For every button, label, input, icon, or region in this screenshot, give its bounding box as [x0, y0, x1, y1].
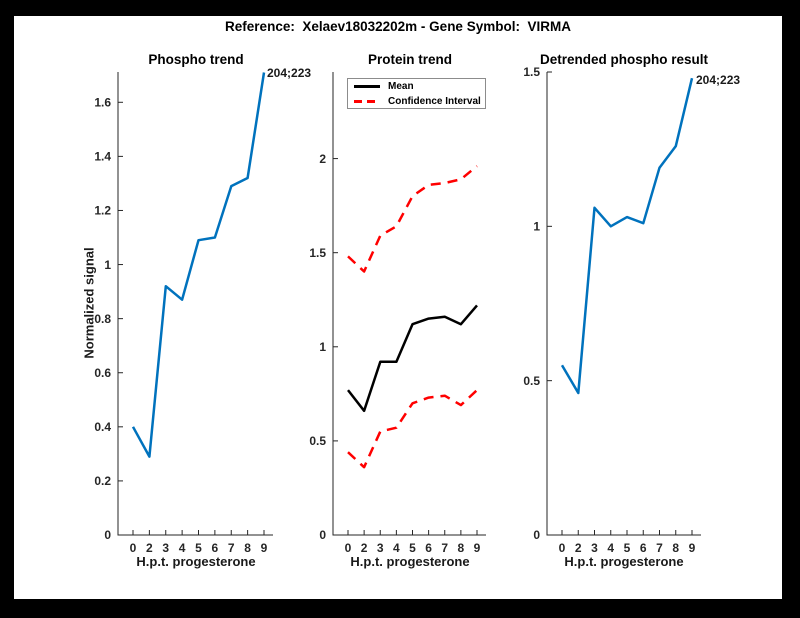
x-tick-label: 4 — [607, 541, 614, 555]
subplot2-xlabel: H.p.t. progesterone — [350, 554, 470, 569]
y-tick-label: 2 — [319, 152, 326, 166]
y-tick-label: 1 — [533, 220, 540, 234]
legend-mean-line-sample — [354, 84, 380, 88]
legend-row-mean: Mean — [354, 80, 485, 92]
x-tick-label: 9 — [689, 541, 696, 555]
ci-upper-line — [347, 165, 478, 273]
x-tick-label: 7 — [228, 541, 235, 555]
subplot3-title: Detrended phospho result — [539, 52, 709, 67]
detrended-phospho-line — [560, 77, 694, 395]
x-tick-label: 9 — [261, 541, 268, 555]
x-tick-label: 5 — [195, 541, 202, 555]
subplot3-annotation: 204;223 — [696, 73, 741, 87]
y-tick-label: 0.4 — [94, 420, 111, 434]
y-tick-label: 1 — [104, 258, 111, 272]
y-tick-label: 0.5 — [309, 434, 326, 448]
x-tick-label: 2 — [575, 541, 582, 555]
subplot2-title: Protein trend — [367, 52, 453, 67]
y-tick-label: 0.2 — [94, 474, 111, 488]
x-tick-label: 3 — [162, 541, 169, 555]
x-tick-label: 2 — [146, 541, 153, 555]
phospho-signal-line — [131, 72, 266, 458]
subplot1-annotation: 204;223 — [267, 66, 312, 80]
y-tick-label: 0.6 — [94, 366, 111, 380]
y-tick-label: 1.6 — [94, 95, 111, 109]
x-tick-label: 4 — [179, 541, 186, 555]
y-tick-label: 0 — [104, 528, 111, 542]
x-tick-label: 3 — [591, 541, 598, 555]
axis-spine — [332, 72, 486, 536]
figure-canvas — [14, 16, 782, 599]
x-tick-label: 2 — [361, 541, 368, 555]
legend-row-ci: Confidence Interval — [354, 95, 485, 107]
x-tick-label: 5 — [624, 541, 631, 555]
y-tick-label: 0.8 — [94, 312, 111, 326]
y-tick-label: 0 — [533, 528, 540, 542]
figure-title: Reference: Xelaev18032202m - Gene Symbol… — [225, 19, 571, 34]
x-tick-label: 8 — [458, 541, 465, 555]
y-tick-label: 1.4 — [94, 150, 111, 164]
x-tick-label: 4 — [393, 541, 400, 555]
subplot1-title: Phospho trend — [148, 52, 244, 67]
x-tick-label: 7 — [656, 541, 663, 555]
x-tick-label: 0 — [345, 541, 352, 555]
x-tick-label: 3 — [377, 541, 384, 555]
x-tick-label: 6 — [212, 541, 219, 555]
y-tick-label: 1 — [319, 340, 326, 354]
y-tick-label: 0.5 — [523, 374, 540, 388]
x-tick-label: 6 — [425, 541, 432, 555]
y-tick-label: 1.5 — [523, 65, 540, 79]
x-tick-label: 8 — [244, 541, 251, 555]
mean-line — [347, 304, 478, 413]
axis-spine — [117, 72, 273, 536]
legend-box: Mean Confidence Interval — [347, 78, 486, 109]
subplot1-xlabel: H.p.t. progesterone — [136, 554, 256, 569]
x-tick-label: 9 — [474, 541, 481, 555]
legend-ci-line-sample — [354, 99, 380, 103]
x-tick-label: 6 — [640, 541, 647, 555]
y-tick-label: 0 — [319, 528, 326, 542]
y-tick-label: 1.5 — [309, 246, 326, 260]
x-tick-label: 8 — [672, 541, 679, 555]
y-tick-label: 1.2 — [94, 204, 111, 218]
x-tick-label: 7 — [441, 541, 448, 555]
y-axis-label: Normalized signal — [81, 247, 97, 359]
ci-lower-line — [347, 389, 478, 469]
legend-mean-label: Mean — [388, 80, 414, 92]
x-tick-label: 0 — [559, 541, 566, 555]
legend-ci-label: Confidence Interval — [388, 95, 481, 107]
x-tick-label: 0 — [130, 541, 137, 555]
subplot3-xlabel: H.p.t. progesterone — [564, 554, 684, 569]
x-tick-label: 5 — [409, 541, 416, 555]
